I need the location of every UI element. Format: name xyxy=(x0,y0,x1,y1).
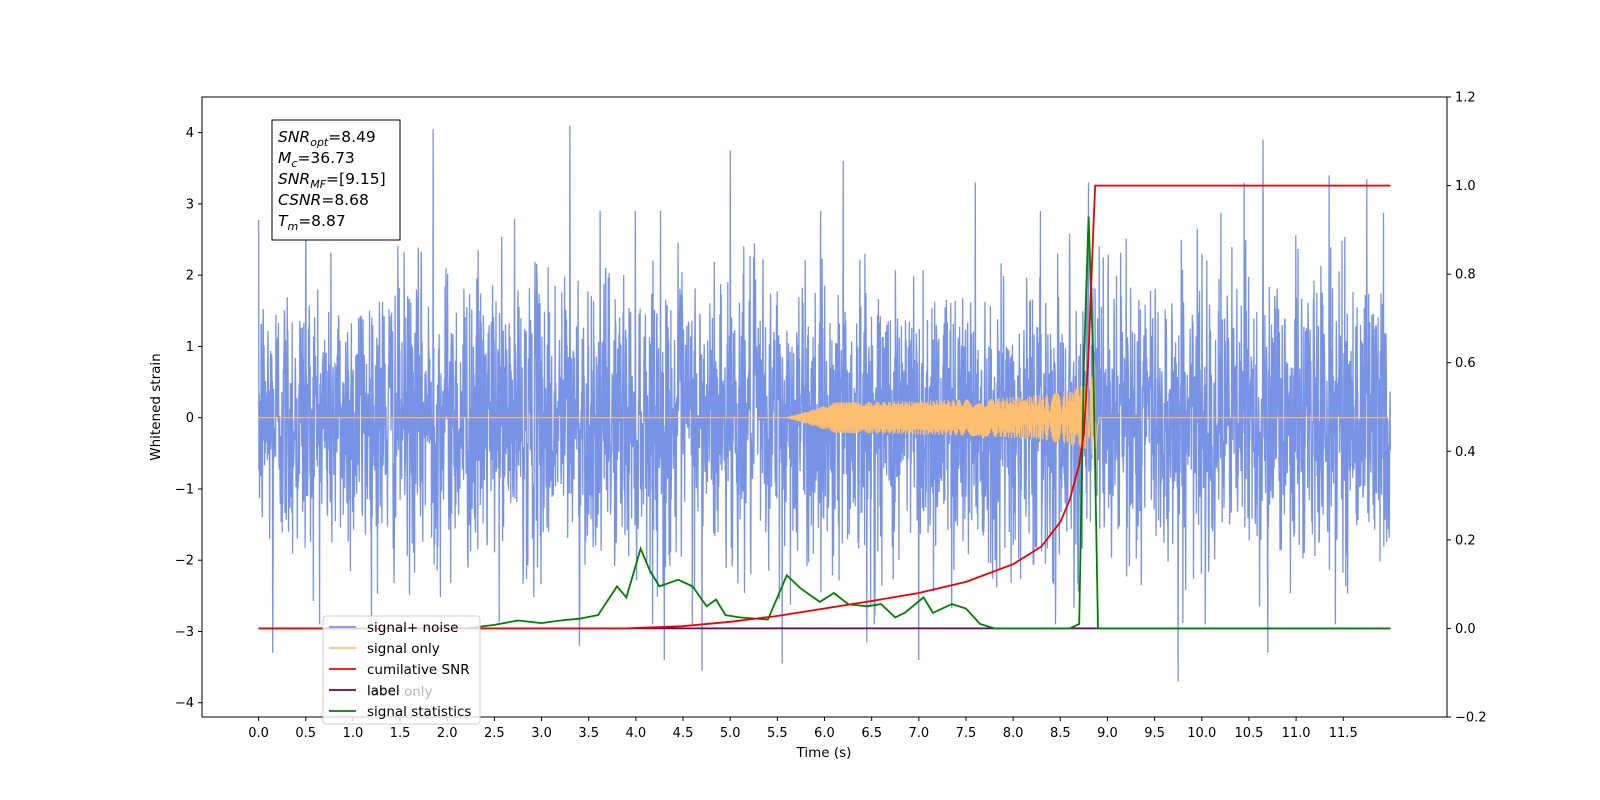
y-axis-label: Whitened strain xyxy=(148,353,164,460)
y-axis-right-ticks: 1.2 1.0 0.8 0.6 0.4 0.2 0.0 −0.2 xyxy=(1447,91,1487,726)
annotation-value: =8.68 xyxy=(321,191,369,209)
annotation-frame xyxy=(271,119,401,241)
annotation-symbol: SNR xyxy=(278,170,310,188)
x-axis-ticks: 0.0 0.5 1.0 1.5 2.0 2.5 3.0 3.5 4.0 4.5 5.0 5.5 6.0 6… xyxy=(248,717,1358,741)
x-tick-label: 6.5 xyxy=(861,726,882,741)
series-cumilative-snr xyxy=(258,184,1391,630)
x-tick-label: 4.5 xyxy=(673,726,694,741)
annotation-symbol: M xyxy=(278,149,291,167)
x-tick-label: 8.0 xyxy=(1003,726,1024,741)
y-right-tick-label: 0.4 xyxy=(1455,445,1476,460)
annotation-symbol: T xyxy=(278,212,289,230)
annotation-symbol: CSNR xyxy=(278,191,321,209)
x-tick-label: 6.0 xyxy=(814,726,835,741)
y-left-tick-label: 0 xyxy=(186,411,194,426)
x-tick-label: 3.0 xyxy=(531,726,552,741)
x-tick-label: 7.5 xyxy=(956,726,977,741)
y-right-tick-label: 0.8 xyxy=(1455,268,1476,283)
annotation-line: SNRopt=8.49 xyxy=(278,128,376,149)
x-tick-label: 2.0 xyxy=(437,726,458,741)
x-tick-label: 0.0 xyxy=(248,726,269,741)
x-tick-label: 7.0 xyxy=(908,726,929,741)
annotation-line: SNRMF=[9.15] xyxy=(278,170,386,191)
annotation-line: Tm=8.87 xyxy=(278,212,346,233)
series-signal-only xyxy=(258,360,1391,490)
x-tick-label: 9.5 xyxy=(1144,726,1165,741)
legend-frame xyxy=(322,615,481,725)
y-right-tick-label: −0.2 xyxy=(1455,711,1487,726)
y-left-tick-label: 3 xyxy=(186,197,194,212)
y-left-tick-label: −2 xyxy=(175,554,194,569)
series-signal-noise xyxy=(257,125,1392,682)
annotation-symbol: SNR xyxy=(278,128,310,146)
x-tick-label: 11.0 xyxy=(1282,726,1311,741)
annotation-value: =[9.15] xyxy=(326,170,386,188)
y-left-tick-label: 1 xyxy=(186,340,194,355)
annotation-line: Mc=36.73 xyxy=(278,149,355,170)
y-left-tick-label: 2 xyxy=(186,269,194,284)
annotation-subscript: c xyxy=(291,157,297,170)
legend-entry-label: label xyxy=(367,683,400,699)
legend-entry-label: signal statistics xyxy=(367,704,471,720)
y-left-tick-label: −4 xyxy=(175,696,194,711)
legend-entry-label: signal only xyxy=(367,641,440,657)
annotation-value: =36.73 xyxy=(297,149,354,167)
x-tick-label: 4.0 xyxy=(626,726,647,741)
y-left-tick-label: −3 xyxy=(175,625,194,640)
x-tick-label: 0.5 xyxy=(295,726,316,741)
x-tick-label: 9.0 xyxy=(1097,726,1118,741)
legend: label only signal+ noise signal only cumil… xyxy=(322,615,481,725)
x-tick-label: 3.5 xyxy=(578,726,599,741)
x-tick-label: 11.5 xyxy=(1329,726,1358,741)
metrics-annotation: SNRopt=8.49Mc=36.73SNRMF=[9.15]CSNR=8.68… xyxy=(271,119,401,241)
y-right-tick-label: 0.2 xyxy=(1455,533,1476,548)
annotation-subscript: m xyxy=(287,220,298,233)
annotation-value: =8.87 xyxy=(298,212,346,230)
x-tick-label: 10.0 xyxy=(1187,726,1216,741)
series-layer xyxy=(257,125,1392,682)
y-right-tick-label: 1.0 xyxy=(1455,179,1476,194)
legend-overlap-text: label only xyxy=(367,684,433,700)
y-right-tick-label: 0.6 xyxy=(1455,356,1476,371)
y-axis-left-ticks: 4 3 2 1 0 −1 −2 −3 −4 xyxy=(175,126,202,711)
y-right-tick-label: 1.2 xyxy=(1455,91,1476,106)
x-tick-label: 8.5 xyxy=(1050,726,1071,741)
y-left-tick-label: 4 xyxy=(186,126,194,141)
annotation-subscript: opt xyxy=(310,136,329,149)
annotation-line: CSNR=8.68 xyxy=(278,191,369,209)
x-tick-label: 5.5 xyxy=(767,726,788,741)
x-tick-label: 1.0 xyxy=(343,726,364,741)
legend-entry-label: cumilative SNR xyxy=(367,662,470,678)
x-tick-label: 10.5 xyxy=(1234,726,1263,741)
series-signal-statistics xyxy=(258,216,1391,630)
annotation-subscript: MF xyxy=(310,178,326,191)
x-tick-label: 2.5 xyxy=(484,726,505,741)
x-tick-label: 5.0 xyxy=(720,726,741,741)
y-right-tick-label: 0.0 xyxy=(1455,622,1476,637)
annotation-value: =8.49 xyxy=(328,128,376,146)
x-tick-label: 1.5 xyxy=(390,726,411,741)
y-left-tick-label: −1 xyxy=(175,482,194,497)
legend-entry-label: signal+ noise xyxy=(367,620,458,636)
x-axis-label: Time (s) xyxy=(796,745,852,761)
